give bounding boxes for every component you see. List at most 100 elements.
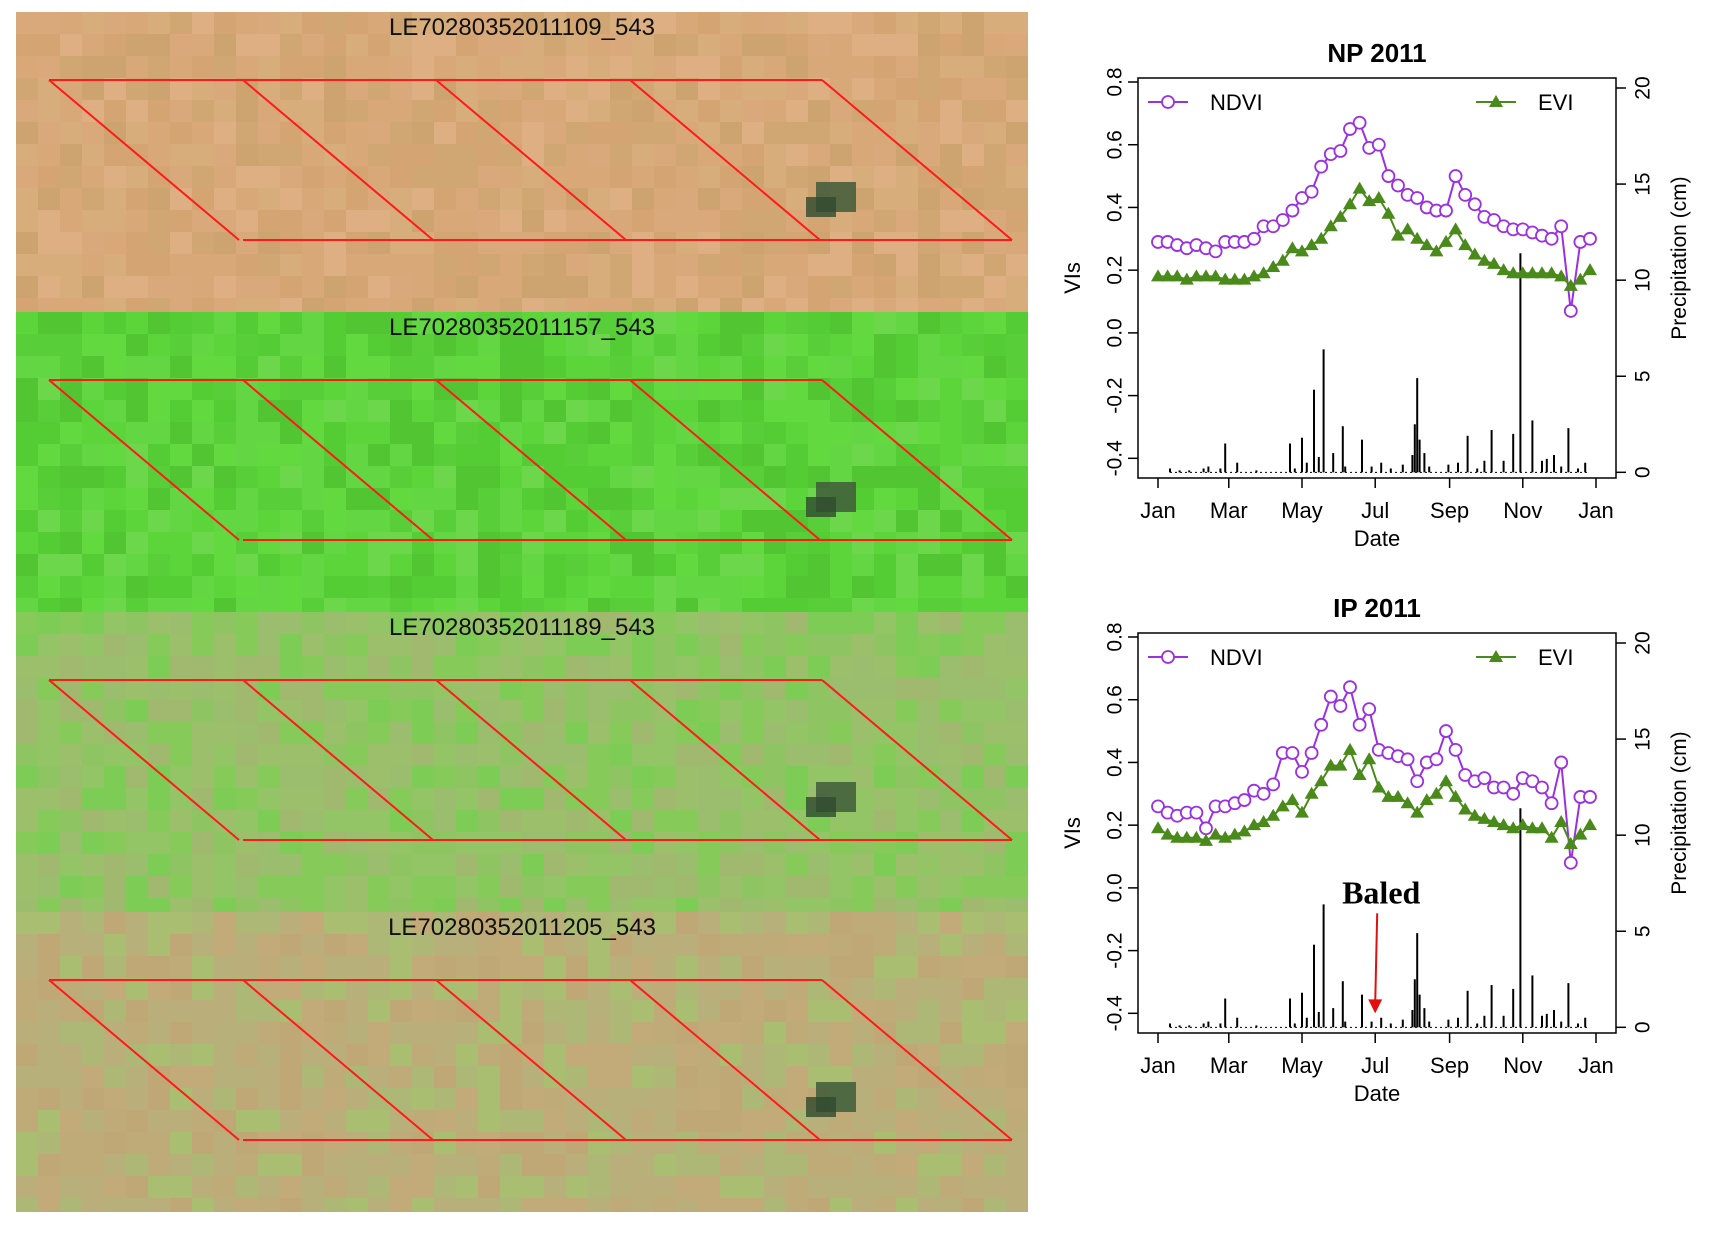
image-pixel [874, 854, 896, 876]
image-pixel [302, 854, 324, 876]
ndvi-point [1583, 790, 1597, 804]
image-pixel [302, 788, 324, 810]
image-pixel [588, 854, 610, 876]
image-pixel [610, 422, 632, 444]
image-pixel [236, 832, 258, 854]
image-pixel [896, 422, 918, 444]
image-pixel [522, 1044, 544, 1066]
image-pixel [676, 1066, 698, 1088]
image-pixel [984, 1044, 1006, 1066]
image-pixel [1006, 166, 1028, 188]
image-pixel [302, 576, 324, 598]
image-pixel [698, 144, 720, 166]
image-pixel [104, 956, 126, 978]
image-pixel [346, 378, 368, 400]
image-pixel [390, 122, 412, 144]
image-pixel [786, 700, 808, 722]
image-pixel [720, 1000, 742, 1022]
evi-point [1352, 767, 1367, 780]
image-pixel [456, 532, 478, 554]
image-pixel [588, 612, 610, 634]
image-pixel [412, 898, 434, 912]
image-pixel [258, 122, 280, 144]
image-pixel [302, 810, 324, 832]
image-pixel [676, 1198, 698, 1212]
image-pixel [236, 378, 258, 400]
image-pixel [368, 488, 390, 510]
image-pixel [698, 78, 720, 100]
image-pixel [808, 422, 830, 444]
image-pixel [38, 598, 60, 612]
image-pixel [302, 532, 324, 554]
evi-point [1256, 266, 1271, 279]
image-pixel [1006, 956, 1028, 978]
image-pixel [346, 444, 368, 466]
image-pixel [962, 510, 984, 532]
satellite-image [16, 612, 1028, 912]
image-pixel [214, 978, 236, 1000]
image-pixel [808, 232, 830, 254]
image-pixel [808, 722, 830, 744]
image-pixel [522, 1198, 544, 1212]
image-pixel [302, 612, 324, 634]
image-pixel [544, 744, 566, 766]
image-pixel [456, 876, 478, 898]
image-pixel [104, 356, 126, 378]
image-pixel [588, 1088, 610, 1110]
image-pixel [786, 978, 808, 1000]
image-pixel [522, 1066, 544, 1088]
image-pixel [896, 876, 918, 898]
image-pixel [984, 656, 1006, 678]
image-pixel [170, 188, 192, 210]
image-pixel [522, 744, 544, 766]
image-pixel [984, 978, 1006, 1000]
image-pixel [698, 876, 720, 898]
image-pixel [852, 298, 874, 312]
image-pixel [346, 700, 368, 722]
image-pixel [786, 12, 808, 34]
image-pixel [170, 532, 192, 554]
image-pixel [808, 700, 830, 722]
image-pixel [258, 144, 280, 166]
image-pixel [720, 898, 742, 912]
image-pixel [302, 1198, 324, 1212]
image-pixel [632, 744, 654, 766]
image-pixel [456, 722, 478, 744]
image-pixel [390, 576, 412, 598]
image-pixel [104, 612, 126, 634]
image-pixel [126, 34, 148, 56]
image-pixel [60, 122, 82, 144]
image-pixel [148, 532, 170, 554]
image-pixel [764, 1088, 786, 1110]
image-pixel [764, 700, 786, 722]
image-pixel [478, 12, 500, 34]
parcel-edge [435, 379, 627, 541]
image-pixel [1006, 56, 1028, 78]
image-pixel [654, 298, 676, 312]
image-pixel [896, 298, 918, 312]
image-pixel [258, 722, 280, 744]
image-pixel [412, 656, 434, 678]
image-pixel [830, 576, 852, 598]
image-pixel [654, 598, 676, 612]
image-pixel [170, 254, 192, 276]
image-pixel [1006, 34, 1028, 56]
image-pixel [698, 612, 720, 634]
image-pixel [148, 912, 170, 934]
image-pixel [104, 656, 126, 678]
image-pixel [588, 532, 610, 554]
image-pixel [566, 1154, 588, 1176]
image-pixel [742, 488, 764, 510]
image-pixel [214, 700, 236, 722]
image-pixel [148, 788, 170, 810]
image-pixel [346, 598, 368, 612]
image-pixel [1006, 276, 1028, 298]
image-pixel [324, 810, 346, 832]
y-tick-label: 0.4 [1104, 193, 1127, 223]
image-pixel [742, 356, 764, 378]
image-pixel [324, 598, 346, 612]
image-pixel [148, 1044, 170, 1066]
image-pixel [456, 510, 478, 532]
image-pixel [192, 576, 214, 598]
image-pixel [786, 254, 808, 276]
